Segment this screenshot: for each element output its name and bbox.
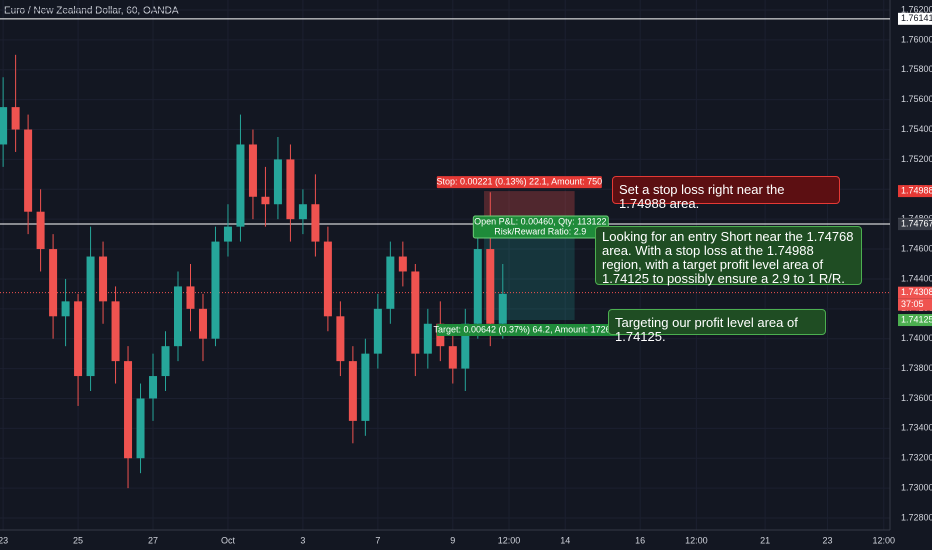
price-badge: [898, 185, 932, 198]
candle-body: [99, 256, 108, 302]
candle-body: [174, 286, 182, 347]
candle-body: [423, 323, 432, 354]
candle-body: [323, 241, 332, 317]
candle-body: [236, 144, 245, 227]
y-tick-label: 1.73000: [901, 482, 932, 492]
chart-title: Euro / New Zealand Dollar, 60, OANDA: [4, 6, 179, 17]
y-tick-label: 1.74400: [901, 273, 932, 283]
price-badge-label: 1.74988: [901, 185, 932, 195]
y-tick-label: 1.75200: [901, 154, 932, 164]
candle-body: [498, 293, 507, 324]
countdown-box: [898, 298, 932, 311]
candle-body: [336, 316, 345, 362]
candle-body: [136, 398, 145, 459]
candle-body: [386, 256, 395, 309]
countdown: 37:05: [901, 299, 924, 309]
x-tick-label: 21: [760, 535, 770, 545]
candle-body: [111, 301, 120, 362]
candle-body: [86, 256, 95, 377]
x-tick-label: 7: [375, 535, 380, 545]
x-tick-label: 12:00: [498, 535, 521, 545]
price-badge-label: 1.76141: [901, 13, 932, 23]
candle-body: [373, 308, 382, 354]
candle-body: [198, 308, 207, 339]
price-badge: [898, 12, 932, 25]
x-tick-label: 9: [450, 535, 455, 545]
candle-body: [311, 204, 320, 242]
y-tick-label: 1.73800: [901, 363, 932, 373]
candle-body: [61, 301, 70, 317]
price-badge-label: 1.74308: [901, 287, 932, 297]
y-tick-label: 1.73200: [901, 453, 932, 463]
y-tick-label: 1.75400: [901, 124, 932, 134]
y-tick-label: 1.72800: [901, 512, 932, 522]
candle-body: [161, 346, 170, 377]
annotation: Targeting our profit level area of 1.741…: [608, 309, 826, 344]
candle-body: [211, 241, 220, 339]
candle-body: [261, 196, 270, 205]
candle-body: [186, 286, 195, 309]
x-tick-label: 23: [823, 535, 833, 545]
candle-body: [473, 249, 482, 324]
candle-body: [398, 256, 407, 272]
price-badge-label: 1.74125: [901, 314, 932, 324]
price-badge: [898, 218, 932, 231]
candle-body: [0, 107, 8, 145]
y-tick-label: 1.74000: [901, 333, 932, 343]
target-label: Target: 0.00642 (0.37%) 64.2, Amount: 17…: [433, 324, 623, 334]
annotation: Set a stop loss right near the 1.74988 a…: [612, 176, 840, 211]
y-tick-label: 1.75600: [901, 94, 932, 104]
target-label-box: [436, 324, 620, 337]
candle-body: [223, 226, 232, 242]
candle-body: [286, 159, 295, 220]
candle-body: [49, 249, 58, 317]
candle-body: [149, 376, 158, 399]
ratio-label: Risk/Reward Ratio: 2.9: [494, 226, 586, 236]
x-tick-label: 12:00: [685, 535, 708, 545]
candle-body: [348, 361, 357, 421]
candle-body: [124, 361, 133, 459]
stop-label: Stop: 0.00221 (0.13%) 22.1, Amount: 750: [437, 176, 603, 186]
price-badge-label: 1.74767: [901, 218, 932, 228]
candle-body: [411, 271, 420, 354]
stop-label-box: [436, 176, 602, 189]
x-tick-label: Oct: [221, 535, 236, 545]
candle-body: [461, 323, 470, 369]
candle-body: [24, 129, 33, 212]
x-tick-label: 14: [560, 535, 570, 545]
y-tick-label: 1.76000: [901, 34, 932, 44]
candle-body: [248, 144, 257, 197]
x-tick-label: 25: [73, 535, 83, 545]
candle-body: [273, 159, 282, 205]
x-tick-label: 3: [300, 535, 305, 545]
price-badge: [898, 286, 932, 299]
candle-body: [298, 204, 307, 220]
y-tick-label: 1.73400: [901, 423, 932, 433]
candle-body: [361, 353, 370, 421]
x-tick-label: 23: [0, 535, 8, 545]
candle-body: [448, 346, 457, 369]
candle-body: [11, 107, 20, 130]
pnl-label: Open P&L: 0.00460, Qty: 113122: [474, 216, 606, 226]
y-tick-label: 1.76200: [901, 4, 932, 14]
x-tick-label: 16: [635, 535, 645, 545]
y-tick-label: 1.75800: [901, 64, 932, 74]
x-tick-label: 27: [148, 535, 158, 545]
x-tick-label: 12:00: [872, 535, 895, 545]
candle-body: [74, 301, 83, 377]
candle-body: [36, 211, 45, 250]
candle-body: [486, 249, 495, 324]
price-badge: [898, 314, 932, 327]
y-tick-label: 1.73600: [901, 393, 932, 403]
annotation: Looking for an entry Short near the 1.74…: [595, 226, 862, 286]
y-tick-label: 1.74600: [901, 243, 932, 253]
